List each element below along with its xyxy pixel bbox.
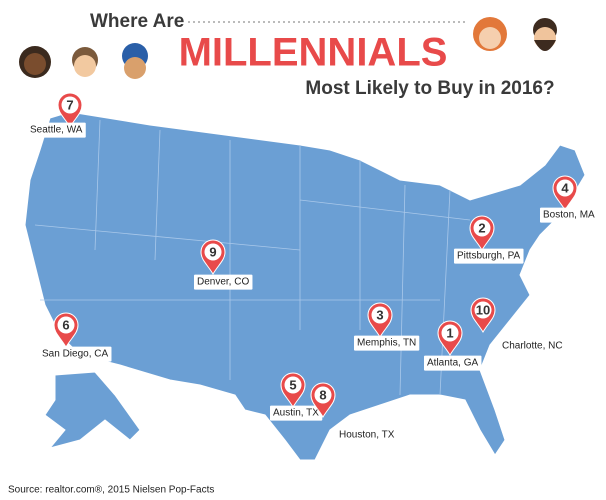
- label-bg: [354, 335, 420, 351]
- label-bg: [424, 355, 482, 371]
- avatar-beard: [534, 40, 556, 51]
- city-label: Charlotte, NC: [502, 341, 563, 352]
- avatar-face: [24, 53, 46, 75]
- city-label: San Diego, CA: [42, 349, 108, 360]
- avatars: [19, 17, 557, 79]
- title-main: MILLENNIALS: [179, 31, 448, 75]
- pin-rank: 4: [561, 180, 569, 195]
- label-bg: [39, 346, 112, 362]
- city-label: Boston, MA: [543, 210, 595, 221]
- city-label: Seattle, WA: [30, 125, 83, 136]
- label-bg: [499, 338, 566, 354]
- label-bg: [194, 274, 253, 290]
- pin-center: [474, 301, 492, 319]
- pin-center: [314, 386, 332, 404]
- avatar-face: [124, 57, 146, 79]
- city-label: Houston, TX: [339, 430, 395, 441]
- pin-rank: 10: [476, 302, 490, 317]
- pin-center: [441, 324, 459, 342]
- pin-rank: 1: [446, 325, 453, 340]
- pin-center: [371, 306, 389, 324]
- pin-rank: 3: [376, 307, 383, 322]
- pin-center: [204, 243, 222, 261]
- city-label: Pittsburgh, PA: [457, 251, 521, 262]
- alaska: [44, 371, 141, 449]
- pin-rank: 5: [289, 377, 296, 392]
- pin-rank: 7: [66, 97, 73, 112]
- label-bg: [454, 248, 524, 264]
- pin-center: [473, 219, 491, 237]
- label-bg: [540, 207, 599, 223]
- label-bg: [27, 122, 86, 138]
- city-label: Memphis, TN: [357, 338, 416, 349]
- title-line3: Most Likely to Buy in 2016?: [305, 78, 554, 99]
- pin-center: [556, 179, 574, 197]
- pin-rank: 9: [209, 244, 216, 259]
- avatar-face: [479, 27, 501, 49]
- us-mainland: [24, 111, 586, 461]
- city-label: Denver, CO: [197, 277, 249, 288]
- pin-center: [61, 96, 79, 114]
- avatar-face: [74, 55, 96, 77]
- map: [24, 111, 586, 461]
- state-lines: [34, 119, 471, 396]
- title-line1: Where Are: [90, 11, 184, 32]
- source: Source: realtor.com®, 2015 Nielsen Pop-F…: [8, 485, 214, 496]
- pin-center: [57, 316, 75, 334]
- label-bg: [336, 427, 398, 443]
- city-label: Atlanta, GA: [427, 358, 478, 369]
- pin-center: [284, 376, 302, 394]
- pin-rank: 6: [62, 317, 69, 332]
- label-bg: [270, 405, 323, 421]
- pin-rank: 8: [319, 387, 326, 402]
- pin-rank: 2: [478, 220, 485, 235]
- city-label: Austin, TX: [273, 408, 319, 419]
